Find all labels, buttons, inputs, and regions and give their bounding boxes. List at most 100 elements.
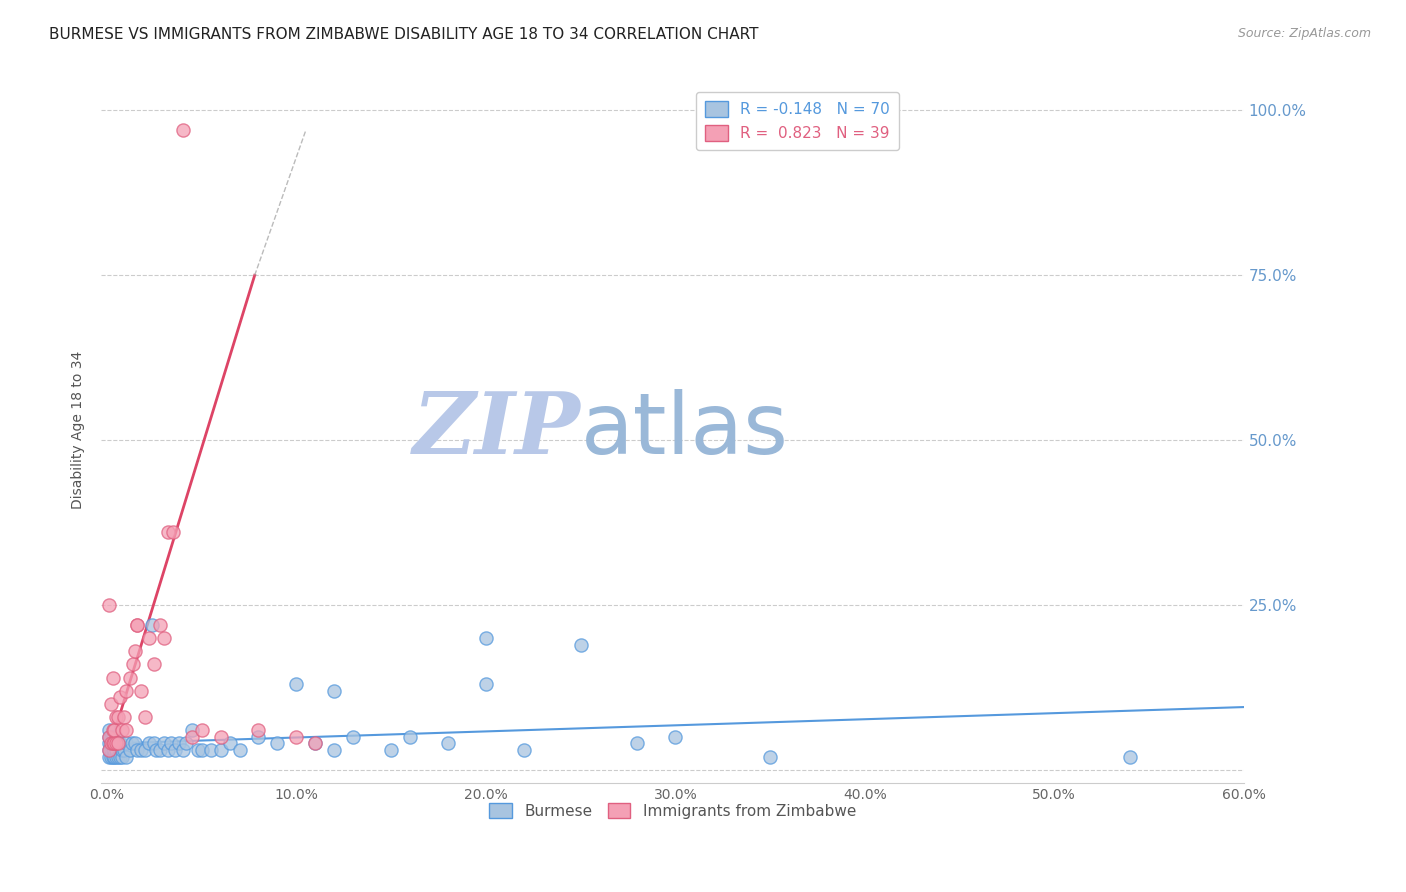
Point — [100, 736, 122, 750]
Point — [100, 736, 122, 750]
Point — [228, 743, 250, 757]
Point — [1119, 749, 1142, 764]
Point — [103, 749, 125, 764]
Point — [103, 736, 125, 750]
Point — [176, 736, 198, 750]
Point — [149, 617, 172, 632]
Text: Source: ZipAtlas.com: Source: ZipAtlas.com — [1237, 27, 1371, 40]
Point — [103, 723, 125, 738]
Point — [105, 736, 128, 750]
Point — [107, 749, 129, 764]
Point — [759, 749, 782, 764]
Text: BURMESE VS IMMIGRANTS FROM ZIMBABWE DISABILITY AGE 18 TO 34 CORRELATION CHART: BURMESE VS IMMIGRANTS FROM ZIMBABWE DISA… — [49, 27, 759, 42]
Point — [475, 677, 498, 691]
Point — [115, 683, 138, 698]
Point — [97, 730, 120, 744]
Point — [209, 743, 232, 757]
Point — [97, 730, 120, 744]
Point — [437, 736, 460, 750]
Point — [152, 631, 174, 645]
Point — [156, 525, 179, 540]
Point — [167, 736, 190, 750]
Point — [101, 736, 124, 750]
Point — [156, 743, 179, 757]
Point — [127, 617, 149, 632]
Point — [475, 631, 498, 645]
Point — [108, 690, 131, 705]
Point — [129, 743, 152, 757]
Point — [129, 683, 152, 698]
Point — [100, 743, 122, 757]
Point — [100, 697, 122, 711]
Point — [105, 710, 128, 724]
Point — [100, 730, 122, 744]
Point — [266, 736, 288, 750]
Point — [107, 736, 129, 750]
Point — [165, 743, 187, 757]
Point — [101, 723, 124, 738]
Point — [399, 730, 422, 744]
Point — [152, 736, 174, 750]
Point — [247, 730, 270, 744]
Point — [664, 730, 686, 744]
Point — [200, 743, 222, 757]
Text: ZIP: ZIP — [413, 389, 581, 472]
Point — [121, 736, 143, 750]
Point — [118, 671, 141, 685]
Point — [118, 743, 141, 757]
Point — [127, 617, 149, 632]
Point — [323, 743, 346, 757]
Point — [285, 677, 308, 691]
Text: atlas: atlas — [581, 389, 789, 472]
Point — [380, 743, 402, 757]
Point — [107, 736, 129, 750]
Point — [181, 730, 204, 744]
Point — [172, 743, 194, 757]
Point — [97, 743, 120, 757]
Point — [569, 638, 592, 652]
Point — [122, 657, 145, 672]
Point — [190, 723, 212, 738]
Point — [97, 723, 120, 738]
Point — [323, 683, 346, 698]
Point — [342, 730, 364, 744]
Point — [285, 730, 308, 744]
Point — [181, 723, 204, 738]
Point — [160, 736, 183, 750]
Legend: Burmese, Immigrants from Zimbabwe: Burmese, Immigrants from Zimbabwe — [482, 797, 862, 825]
Point — [134, 743, 156, 757]
Point — [115, 736, 138, 750]
Point — [111, 749, 134, 764]
Point — [187, 743, 209, 757]
Point — [103, 736, 125, 750]
Point — [219, 736, 242, 750]
Point — [101, 749, 124, 764]
Point — [138, 736, 160, 750]
Point — [304, 736, 326, 750]
Point — [108, 749, 131, 764]
Point — [111, 723, 134, 738]
Point — [134, 710, 156, 724]
Point — [115, 749, 138, 764]
Point — [209, 730, 232, 744]
Point — [124, 736, 146, 750]
Y-axis label: Disability Age 18 to 34: Disability Age 18 to 34 — [72, 351, 86, 509]
Point — [101, 671, 124, 685]
Point — [304, 736, 326, 750]
Point — [97, 598, 120, 612]
Point — [190, 743, 212, 757]
Point — [141, 617, 163, 632]
Point — [127, 743, 149, 757]
Point — [103, 743, 125, 757]
Point — [172, 123, 194, 137]
Point — [626, 736, 648, 750]
Point — [97, 743, 120, 757]
Point — [143, 736, 166, 750]
Point — [513, 743, 536, 757]
Point — [143, 657, 166, 672]
Point — [115, 723, 138, 738]
Point — [105, 749, 128, 764]
Point — [105, 743, 128, 757]
Point — [138, 631, 160, 645]
Point — [124, 644, 146, 658]
